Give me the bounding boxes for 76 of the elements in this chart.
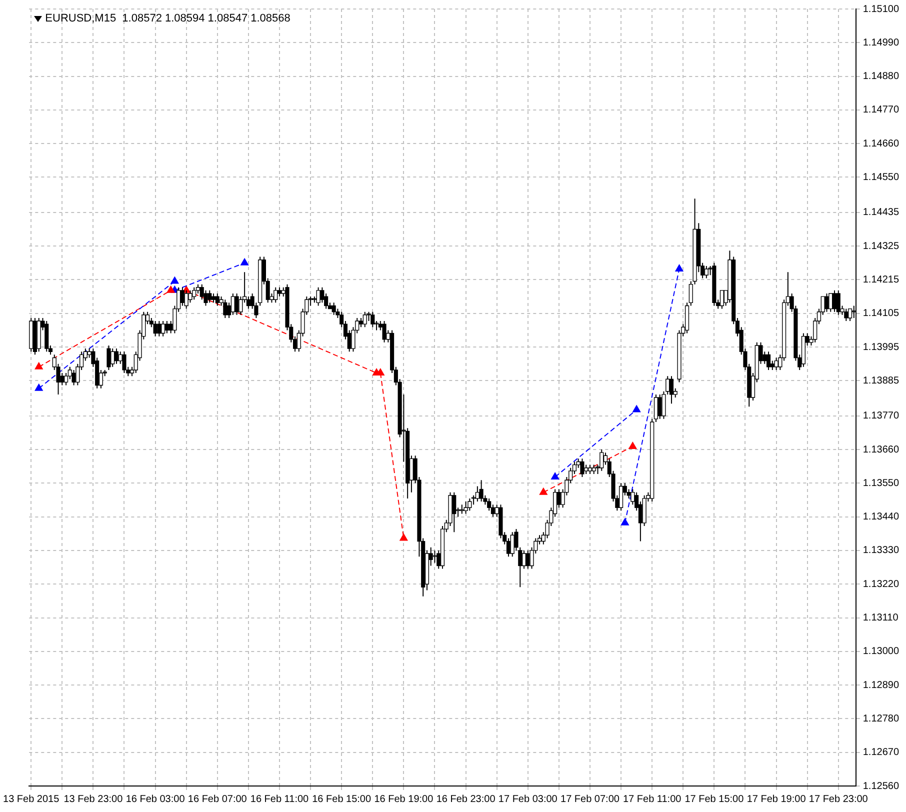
y-tick-label: 1.14325 (862, 240, 900, 252)
candlestick (211, 292, 216, 304)
x-tick-label: 16 Feb 19:00 (374, 794, 434, 805)
candlestick (215, 292, 220, 306)
x-tick-label: 13 Feb 23:00 (64, 794, 124, 805)
y-tick-label: 1.14105 (862, 308, 900, 320)
chart-title: EURUSD,M15 1.08572 1.08594 1.08547 1.08568 (45, 12, 290, 25)
candlestick (122, 351, 126, 374)
candlestick (208, 290, 212, 304)
y-tick-label: 1.13550 (862, 478, 900, 489)
candlestick (32, 317, 38, 356)
candlestick (106, 344, 111, 370)
y-tick-label: 1.13440 (862, 512, 900, 523)
x-tick-label: 13 Feb 2015 (3, 794, 60, 805)
candlestick (510, 532, 514, 558)
candlestick (836, 290, 840, 316)
candlestick (223, 299, 228, 318)
candlestick (600, 449, 604, 472)
y-tick-label: 1.13885 (862, 375, 900, 386)
x-tick-label: 17 Feb 23:00 (808, 794, 868, 805)
x-tick-label: 17 Feb 03:00 (498, 794, 558, 805)
y-tick-label: 1.14770 (862, 104, 900, 116)
candlestick (230, 292, 235, 316)
x-tick-label: 16 Feb 11:00 (250, 794, 310, 805)
y-tick-label: 1.15100 (862, 4, 900, 15)
x-tick-label: 16 Feb 15:00 (312, 794, 372, 805)
candlestick (184, 290, 188, 310)
y-tick-label: 1.13660 (862, 444, 900, 456)
x-tick-label: 16 Feb 23:00 (436, 794, 496, 805)
candlestick (844, 308, 848, 322)
candlestick (161, 320, 166, 337)
y-tick-label: 1.14215 (862, 274, 900, 286)
y-tick-label: 1.12670 (862, 747, 900, 758)
y-tick-label: 1.13770 (862, 410, 900, 422)
candlestick (479, 480, 484, 502)
candlestick (332, 302, 336, 316)
candlestick (110, 348, 115, 368)
y-tick-label: 1.14550 (862, 172, 900, 183)
candlestick (164, 320, 169, 334)
y-tick-label: 1.13995 (862, 342, 900, 353)
candlestick (277, 286, 282, 298)
y-tick-label: 1.13110 (862, 612, 899, 624)
candlestick (766, 351, 771, 370)
y-tick-label: 1.12560 (862, 780, 900, 792)
y-tick-label: 1.14660 (862, 138, 900, 150)
y-tick-label: 1.13330 (862, 545, 900, 556)
candlestick (157, 320, 162, 337)
candlestick (382, 320, 386, 343)
candlestick (370, 311, 375, 328)
candlestick (432, 550, 437, 564)
x-tick-label: 17 Feb 15:00 (684, 794, 744, 805)
candlestick (720, 290, 724, 310)
candlestick (358, 317, 364, 328)
y-tick-label: 1.14990 (862, 37, 900, 48)
candlestick (464, 501, 468, 514)
x-tick-label: 17 Feb 19:00 (746, 794, 806, 805)
x-tick-label: 16 Feb 03:00 (126, 794, 186, 805)
x-tick-label: 16 Feb 07:00 (188, 794, 248, 805)
candlestick (618, 482, 624, 512)
candlestick (44, 320, 49, 352)
y-tick-label: 1.14880 (862, 71, 900, 82)
x-tick-label: 17 Feb 07:00 (560, 794, 620, 805)
y-tick-label: 1.14435 (862, 207, 900, 218)
candlestick (180, 286, 184, 306)
candlestick (712, 262, 716, 306)
candlestick (832, 290, 837, 312)
y-tick-label: 1.13000 (862, 646, 900, 658)
x-tick-label: 17 Feb 11:00 (622, 794, 682, 805)
candlestick (669, 376, 674, 404)
candlestick (828, 293, 833, 312)
candlestick (774, 357, 778, 370)
candlestick (114, 348, 119, 364)
y-tick-label: 1.12890 (862, 680, 900, 691)
candlestick (580, 458, 584, 478)
y-tick-label: 1.13220 (862, 578, 900, 590)
y-tick-label: 1.12780 (862, 713, 900, 724)
